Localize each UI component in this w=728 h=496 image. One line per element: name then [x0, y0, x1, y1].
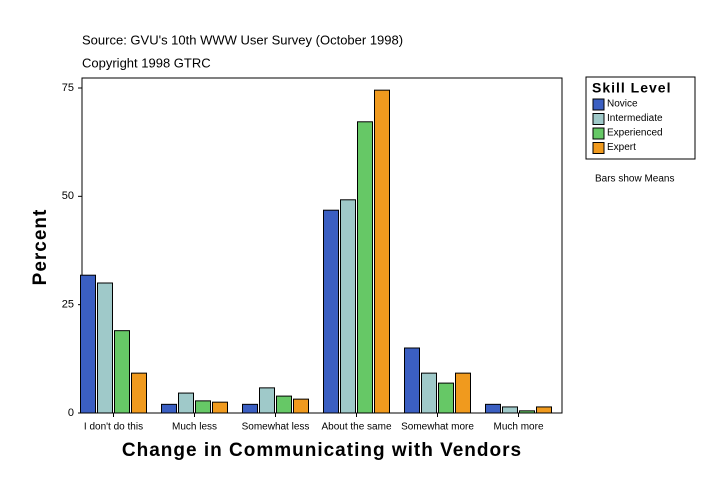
x-tick-label: Somewhat less — [242, 422, 310, 433]
bar — [212, 401, 228, 414]
bar — [80, 274, 96, 414]
bar — [259, 387, 275, 414]
bar — [178, 392, 194, 414]
subtitle: Source: GVU's 10th WWW User Survey (Octo… — [82, 32, 403, 47]
bar — [438, 382, 454, 414]
bar — [161, 403, 177, 414]
y-tick-label: 25 — [62, 299, 74, 311]
bar — [323, 209, 339, 414]
legend-title: Skill Level — [592, 80, 671, 96]
x-axis-title: Change in Communicating with Vendors — [122, 440, 522, 461]
bar — [195, 400, 211, 414]
legend-swatch — [592, 113, 605, 125]
legend-label: Expert — [607, 142, 636, 153]
y-tick-label: 75 — [62, 82, 74, 94]
bar — [536, 406, 552, 414]
bar — [357, 121, 373, 414]
y-axis-title: Percent — [30, 209, 51, 286]
x-tick-label: Somewhat more — [401, 422, 474, 433]
bar — [242, 403, 258, 414]
y-tick-label: 0 — [68, 407, 74, 419]
bar — [519, 410, 535, 414]
bar — [97, 282, 113, 414]
y-tick-label: 50 — [62, 190, 74, 202]
note: Bars show Means — [595, 174, 674, 185]
bar — [374, 89, 390, 414]
x-tick-label: I don't do this — [84, 422, 143, 433]
legend-swatch — [592, 127, 605, 140]
bar — [276, 395, 292, 414]
x-tick-label: Much less — [172, 422, 217, 433]
bar — [485, 403, 501, 414]
legend-label: Intermediate — [607, 113, 663, 124]
x-tick-label: Much more — [493, 422, 543, 433]
copyright: Copyright 1998 GTRC — [82, 55, 211, 70]
bar — [114, 330, 130, 414]
legend-swatch — [592, 98, 605, 111]
legend-swatch — [592, 142, 605, 154]
bar — [293, 398, 309, 414]
legend-label: Novice — [607, 99, 638, 110]
bar — [455, 372, 471, 414]
bar — [340, 199, 356, 414]
x-tick-label: About the same — [321, 422, 391, 433]
bar — [404, 347, 420, 414]
bar — [131, 372, 147, 414]
bar — [502, 406, 518, 414]
legend-label: Experienced — [607, 128, 663, 139]
plot-frame — [81, 77, 563, 414]
bar — [421, 372, 437, 414]
